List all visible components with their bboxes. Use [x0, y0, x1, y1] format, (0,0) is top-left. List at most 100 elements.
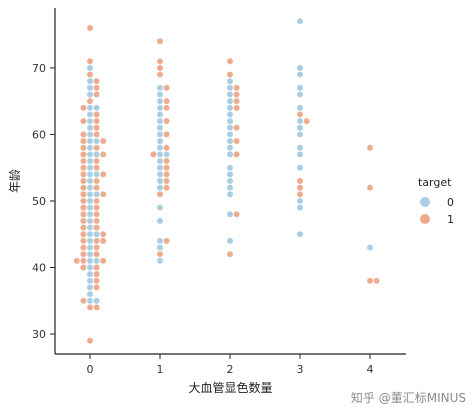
y-tick-label: 60 — [32, 128, 46, 141]
x-tick-label: 4 — [367, 363, 374, 376]
point-target-0 — [86, 144, 94, 151]
point-target-1 — [93, 77, 100, 85]
point-target-1 — [93, 117, 100, 125]
legend: target 0 1 — [418, 176, 454, 226]
point-target-0 — [86, 277, 94, 285]
y-axis-label: 年龄 — [8, 169, 22, 193]
point-target-1 — [93, 217, 100, 225]
point-target-0 — [86, 197, 94, 205]
point-target-0 — [156, 111, 164, 118]
point-target-1 — [233, 151, 240, 158]
point-target-0 — [226, 111, 234, 118]
point-target-1 — [80, 151, 87, 158]
point-target-0 — [226, 137, 234, 145]
point-target-0 — [296, 144, 304, 151]
point-target-1 — [80, 230, 87, 238]
point-target-0 — [226, 117, 234, 125]
point-target-0 — [156, 104, 164, 112]
point-target-0 — [156, 244, 164, 251]
point-target-0 — [296, 64, 304, 72]
point-target-0 — [226, 91, 234, 98]
point-target-0 — [86, 117, 94, 125]
point-target-1 — [80, 217, 87, 225]
point-target-0 — [86, 224, 94, 231]
point-target-1 — [93, 184, 100, 191]
legend-label-0: 0 — [447, 196, 454, 209]
point-target-0 — [86, 151, 94, 158]
point-target-0 — [93, 104, 100, 112]
point-target-1 — [93, 304, 100, 311]
point-target-0 — [226, 184, 234, 191]
point-target-0 — [86, 64, 94, 72]
point-target-1 — [233, 211, 240, 218]
point-target-1 — [93, 84, 100, 92]
point-target-1 — [366, 277, 374, 285]
point-target-1 — [86, 71, 94, 78]
point-target-1 — [163, 184, 170, 191]
point-target-1 — [93, 224, 100, 231]
point-target-0 — [226, 104, 234, 112]
point-target-0 — [86, 230, 94, 238]
points-layer — [73, 18, 380, 344]
point-target-0 — [296, 91, 304, 98]
point-target-0 — [156, 237, 164, 245]
point-target-0 — [86, 217, 94, 225]
point-target-0 — [86, 191, 94, 198]
point-target-1 — [303, 117, 310, 125]
point-target-0 — [226, 171, 234, 178]
point-target-1 — [80, 204, 87, 211]
point-target-0 — [86, 290, 94, 298]
point-target-1 — [366, 184, 374, 191]
point-target-1 — [156, 71, 164, 78]
point-target-0 — [366, 244, 374, 251]
point-target-1 — [296, 111, 304, 118]
point-target-0 — [93, 151, 100, 158]
point-target-1 — [93, 250, 100, 258]
point-target-1 — [93, 270, 100, 278]
x-tick-label: 2 — [227, 363, 234, 376]
point-target-1 — [93, 91, 100, 98]
point-target-1 — [156, 57, 164, 65]
y-tick-label: 70 — [32, 62, 46, 75]
point-target-1 — [80, 257, 87, 265]
point-target-0 — [226, 151, 234, 158]
point-target-0 — [86, 204, 94, 211]
point-target-1 — [80, 191, 87, 198]
point-target-1 — [93, 237, 100, 245]
point-target-1 — [93, 204, 100, 211]
point-target-0 — [296, 124, 304, 132]
point-target-0 — [86, 250, 94, 258]
point-target-1 — [93, 111, 100, 118]
point-target-0 — [226, 97, 234, 105]
point-target-0 — [156, 184, 164, 191]
point-target-0 — [156, 91, 164, 98]
point-target-0 — [226, 124, 234, 132]
point-target-1 — [93, 177, 100, 185]
point-target-0 — [86, 177, 94, 185]
point-target-0 — [226, 77, 234, 85]
point-target-0 — [226, 237, 234, 245]
point-target-1 — [93, 284, 100, 291]
point-target-1 — [226, 250, 234, 258]
point-target-0 — [156, 164, 164, 171]
point-target-0 — [86, 184, 94, 191]
point-target-1 — [99, 171, 107, 178]
y-tick-label: 50 — [32, 195, 46, 208]
point-target-0 — [226, 84, 234, 92]
point-target-1 — [80, 131, 87, 138]
point-target-1 — [80, 117, 87, 125]
point-target-1 — [99, 151, 107, 158]
legend-label-1: 1 — [447, 213, 454, 226]
point-target-0 — [93, 257, 100, 265]
point-target-1 — [163, 177, 170, 185]
point-target-1 — [226, 71, 234, 78]
point-target-0 — [226, 131, 234, 138]
point-target-1 — [93, 244, 100, 251]
point-target-1 — [163, 144, 170, 151]
point-target-1 — [99, 257, 107, 265]
point-target-1 — [156, 64, 164, 72]
point-target-1 — [163, 237, 170, 245]
point-target-1 — [80, 297, 87, 305]
point-target-0 — [93, 137, 100, 145]
